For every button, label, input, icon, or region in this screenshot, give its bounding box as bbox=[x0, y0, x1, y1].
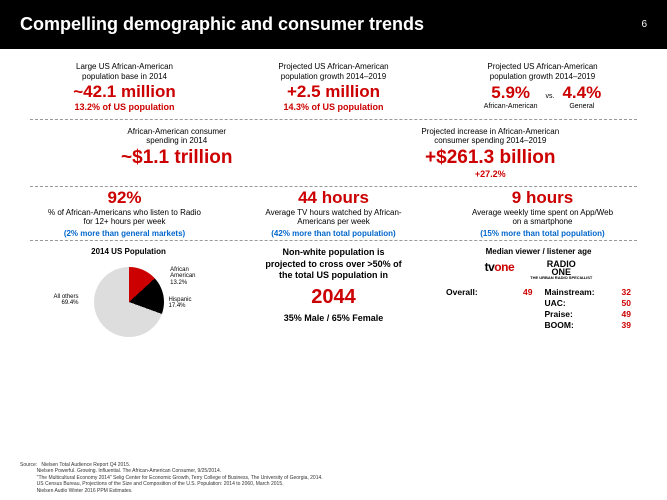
slide-title: Compelling demographic and consumer tren… bbox=[20, 14, 424, 35]
stat-mobile: 9 hours Average weekly time spent on App… bbox=[438, 189, 647, 238]
crossover-column: Non-white population isprojected to cros… bbox=[227, 247, 440, 349]
median-data: Overall: 49 Mainstream: 32 UAC: 50 Prais… bbox=[440, 286, 637, 331]
row-3: 92% % of African-Americans who listen to… bbox=[20, 189, 647, 238]
stat-sub: +27.2% bbox=[339, 169, 643, 179]
stat-label: African-American consumerspending in 201… bbox=[25, 127, 329, 146]
stat-spending-increase: Projected increase in African-Americanco… bbox=[334, 127, 648, 179]
radio-ages: Mainstream: 32 UAC: 50 Praise: 49 BOOM: … bbox=[539, 286, 638, 331]
bottom-row: 2014 US Population AfricanAmerican13.2% … bbox=[20, 243, 647, 349]
compare-left-label: African-American bbox=[484, 103, 538, 110]
median-column: Median viewer / listener age tvone RADIO… bbox=[440, 247, 637, 349]
stat-population-growth: Projected US African-Americanpopulation … bbox=[229, 62, 438, 112]
age-key: Praise: bbox=[545, 309, 573, 319]
pie-chart: AfricanAmerican13.2% Hispanic17.4% All o… bbox=[74, 259, 184, 349]
pie-graphic bbox=[94, 267, 164, 337]
age-val: 49 bbox=[622, 309, 631, 319]
stat-sub: (42% more than total population) bbox=[234, 229, 433, 238]
divider bbox=[30, 119, 637, 120]
age-val: 39 bbox=[622, 320, 631, 330]
stat-value: ~$1.1 trillion bbox=[25, 148, 329, 169]
page-number: 6 bbox=[641, 19, 647, 30]
age-key: BOOM: bbox=[545, 320, 574, 330]
stat-label: Projected US African-Americanpopulation … bbox=[443, 62, 642, 81]
row-1: Large US African-Americanpopulation base… bbox=[20, 57, 647, 117]
stat-label: % of African-Americans who listen to Rad… bbox=[25, 208, 224, 227]
source-label: Source: bbox=[20, 462, 37, 468]
age-key: Overall: bbox=[446, 287, 478, 297]
stat-label: Projected US African-Americanpopulation … bbox=[234, 62, 433, 81]
stat-label: Projected increase in African-Americanco… bbox=[339, 127, 643, 146]
stat-spending: African-American consumerspending in 201… bbox=[20, 127, 334, 179]
stat-radio: 92% % of African-Americans who listen to… bbox=[20, 189, 229, 238]
vs-text: vs. bbox=[545, 93, 554, 100]
stat-tv: 44 hours Average TV hours watched by Afr… bbox=[229, 189, 438, 238]
pie-legend-others: All others69.4% bbox=[54, 294, 79, 307]
stat-sub: 14.3% of US population bbox=[234, 102, 433, 112]
stat-value: ~42.1 million bbox=[25, 83, 224, 102]
pie-legend-hispanic: Hispanic17.4% bbox=[168, 297, 191, 310]
source-line: Nielsen Powerful. Growing. Influential. … bbox=[37, 468, 221, 474]
stat-sub: 13.2% of US population bbox=[25, 102, 224, 112]
stat-population-base: Large US African-Americanpopulation base… bbox=[20, 62, 229, 112]
pie-title: 2014 US Population bbox=[30, 247, 227, 256]
tvone-ages: Overall: 49 bbox=[440, 286, 539, 331]
source-footer: Source: Nielsen Total Audience Report Q4… bbox=[20, 462, 323, 495]
age-key: Mainstream: bbox=[545, 287, 595, 297]
tvone-logo: tvone bbox=[485, 260, 515, 280]
stat-label: Large US African-Americanpopulation base… bbox=[25, 62, 224, 81]
gender-split: 35% Male / 65% Female bbox=[235, 313, 432, 323]
stat-value: 44 hours bbox=[234, 189, 433, 208]
row-2: African-American consumerspending in 201… bbox=[20, 122, 647, 184]
divider bbox=[30, 186, 637, 187]
source-line: US Census Bureau, Projections of the Siz… bbox=[37, 481, 284, 487]
stat-value: +2.5 million bbox=[234, 83, 433, 102]
radioone-logo: RADIOONETHE URBAN RADIO SPECIALIST bbox=[530, 260, 592, 280]
stat-value: 92% bbox=[25, 189, 224, 208]
stat-growth-compare: Projected US African-Americanpopulation … bbox=[438, 62, 647, 112]
age-val: 49 bbox=[523, 287, 532, 297]
median-title: Median viewer / listener age bbox=[440, 247, 637, 256]
source-line: "The Multicultural Economy 2014" Selig C… bbox=[37, 475, 323, 481]
slide-header: Compelling demographic and consumer tren… bbox=[0, 0, 667, 49]
crossover-year: 2044 bbox=[235, 286, 432, 309]
stat-label: Average TV hours watched by African-Amer… bbox=[234, 208, 433, 227]
pie-column: 2014 US Population AfricanAmerican13.2% … bbox=[30, 247, 227, 349]
age-val: 32 bbox=[622, 287, 631, 297]
stat-value: +$261.3 billion bbox=[339, 148, 643, 169]
age-val: 50 bbox=[622, 298, 631, 308]
source-line: Nielsen Total Audience Report Q4 2015. bbox=[41, 462, 130, 468]
compare-right-value: 4.4% bbox=[562, 83, 601, 103]
stat-sub: (15% more than total population) bbox=[443, 229, 642, 238]
compare-right-label: General bbox=[562, 103, 601, 110]
age-key: UAC: bbox=[545, 298, 566, 308]
compare-left-value: 5.9% bbox=[484, 83, 538, 103]
divider bbox=[30, 240, 637, 241]
brand-logos: tvone RADIOONETHE URBAN RADIO SPECIALIST bbox=[440, 260, 637, 280]
stat-sub: (2% more than general markets) bbox=[25, 229, 224, 238]
source-line: Nielsen Audio Winter 2016 PPM Estimates. bbox=[37, 488, 133, 494]
stat-label: Average weekly time spent on App/Webon a… bbox=[443, 208, 642, 227]
crossover-label: Non-white population isprojected to cros… bbox=[235, 247, 432, 282]
slide-content: Large US African-Americanpopulation base… bbox=[0, 49, 667, 353]
pie-legend-aa: AfricanAmerican13.2% bbox=[170, 267, 195, 287]
stat-value: 9 hours bbox=[443, 189, 642, 208]
